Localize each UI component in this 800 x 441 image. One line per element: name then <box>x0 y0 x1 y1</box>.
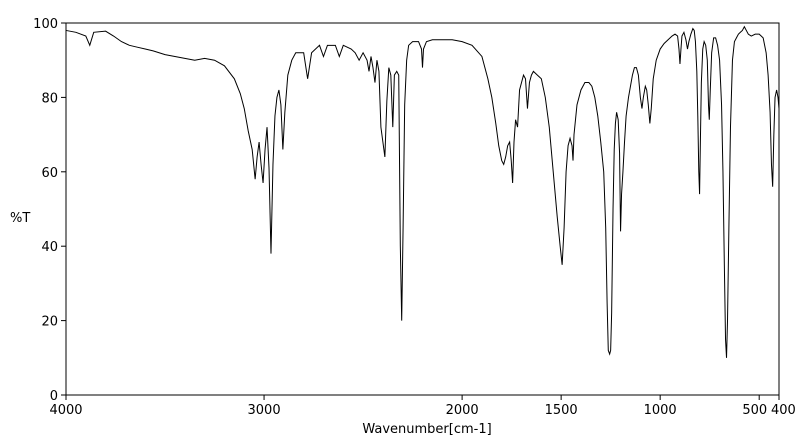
x-tick-label: 400 <box>771 403 796 418</box>
y-tick-label: 80 <box>41 91 58 106</box>
y-axis-ticks: 0 20 40 60 80 100 <box>33 17 66 404</box>
x-axis-ticks: 4000 3000 2000 1500 1000 500 400 <box>49 395 796 418</box>
spectrum-line <box>65 25 780 358</box>
y-tick-label: 100 <box>33 17 58 32</box>
x-tick-label: 500 <box>742 403 767 418</box>
x-tick-label: 3000 <box>248 403 281 418</box>
y-tick-label: 60 <box>41 166 58 181</box>
x-tick-label: 4000 <box>49 403 82 418</box>
x-tick-label: 1000 <box>644 403 677 418</box>
x-tick-label: 1500 <box>545 403 578 418</box>
x-axis-label: Wavenumber[cm-1] <box>362 422 491 437</box>
y-tick-label: 20 <box>41 315 58 330</box>
y-tick-label: 40 <box>41 240 58 255</box>
x-tick-label: 2000 <box>446 403 479 418</box>
y-axis-label: %T <box>10 211 30 226</box>
y-tick-label: 0 <box>50 389 58 404</box>
plot-frame <box>65 22 780 396</box>
